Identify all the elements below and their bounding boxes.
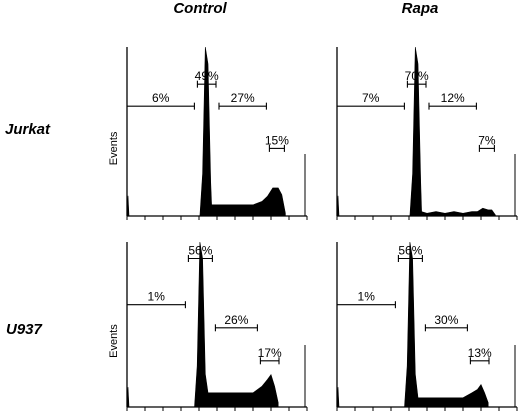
gate-label: 30% <box>434 313 458 327</box>
y-axis-label: Events <box>108 131 120 165</box>
gate-label: 26% <box>224 313 248 327</box>
gate-label: 1% <box>148 290 166 304</box>
histogram-area <box>336 241 489 408</box>
column-title-rapa: Rapa <box>401 0 439 17</box>
gate-label: 7% <box>478 133 496 147</box>
histogram-area <box>126 241 279 408</box>
column-title-control: Control <box>173 0 227 17</box>
gate-label: 13% <box>468 346 492 360</box>
gate-label: 70% <box>405 69 429 83</box>
gate-label: 56% <box>398 244 422 258</box>
gate-label: 15% <box>265 133 289 147</box>
gate-label: 49% <box>195 69 219 83</box>
gate-label: 12% <box>441 91 465 105</box>
histogram-area <box>336 46 496 217</box>
histogram-area <box>126 46 286 217</box>
gate-label: 17% <box>258 346 282 360</box>
gate-label: 27% <box>231 91 255 105</box>
gate-label: 6% <box>152 91 170 105</box>
row-title-jurkat: Jurkat <box>5 121 51 138</box>
gate-label: 56% <box>188 244 212 258</box>
y-axis-label: Events <box>108 324 120 358</box>
row-title-u937: U937 <box>6 321 42 338</box>
gate-label: 1% <box>358 290 376 304</box>
gate-label: 7% <box>362 91 380 105</box>
